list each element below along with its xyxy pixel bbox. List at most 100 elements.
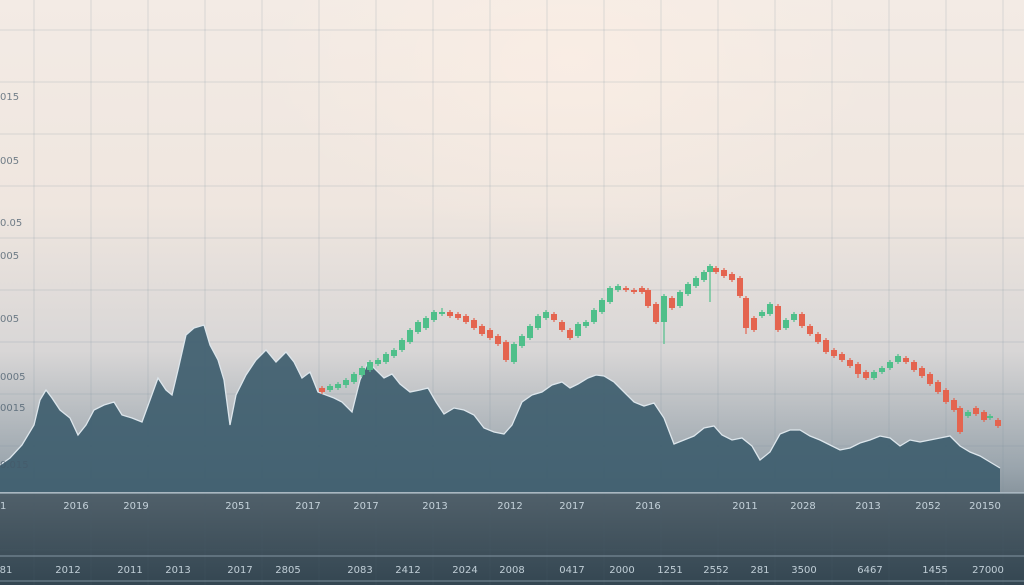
x-tick-label: 2013: [855, 501, 880, 512]
candle-up: [607, 286, 613, 304]
candle-body: [995, 420, 1001, 426]
candle-up: [375, 358, 381, 366]
candle-up: [701, 270, 707, 282]
candle-body: [685, 284, 691, 294]
candle-body: [751, 318, 757, 330]
x-tick-label: 2017: [353, 501, 378, 512]
candle-body: [799, 314, 805, 326]
candlestick-series: [319, 264, 1001, 434]
candle-down: [471, 318, 477, 330]
candle-body: [927, 374, 933, 384]
candle-down: [847, 358, 853, 368]
candle-body: [847, 360, 853, 366]
candle-down: [927, 372, 933, 386]
candle-body: [973, 408, 979, 414]
x-tick-label-edge: 1: [0, 501, 6, 512]
candle-down: [855, 362, 861, 378]
candle-body: [399, 340, 405, 350]
x-tick-label: 2051: [225, 501, 250, 512]
area-series-outline: [0, 324, 1001, 469]
candle-up: [591, 308, 597, 324]
candle-down: [645, 288, 651, 308]
candle-down: [669, 296, 675, 310]
candle-down: [631, 288, 637, 294]
candle-down: [737, 276, 743, 298]
candle-body: [669, 298, 675, 308]
candle-up: [431, 310, 437, 322]
candle-down: [815, 332, 821, 344]
candle-body: [343, 380, 349, 385]
candle-down: [487, 328, 493, 340]
candle-down: [455, 312, 461, 320]
x-tick-label: 2805: [275, 565, 300, 576]
candle-up: [879, 366, 885, 374]
x-tick-label: 2052: [915, 501, 940, 512]
candle-body: [645, 290, 651, 306]
x-tick-label: 2017: [227, 565, 252, 576]
y-tick-label: 0015: [0, 403, 25, 414]
candle-up: [415, 320, 421, 334]
candle-body: [583, 322, 589, 326]
candle-down: [653, 302, 659, 324]
x-tick-label: 2017: [295, 501, 320, 512]
y-tick-label: 005: [0, 314, 19, 325]
y-tick-label: 0005: [0, 372, 25, 383]
candle-down: [743, 296, 749, 334]
candle-down: [799, 312, 805, 328]
x-tick-label: 2552: [703, 565, 728, 576]
candle-down: [995, 418, 1001, 428]
x-tick-label: 1455: [922, 565, 947, 576]
x-tick-label: 27000: [972, 565, 1004, 576]
candle-up: [583, 320, 589, 328]
candle-up: [783, 318, 789, 330]
candle-body: [591, 310, 597, 322]
candle-body: [895, 356, 901, 362]
candle-up: [965, 410, 971, 418]
candle-down: [839, 352, 845, 362]
y-tick-label: 0.015: [0, 460, 29, 471]
x-tick-label: 2024: [452, 565, 477, 576]
candle-down: [807, 324, 813, 336]
candle-body: [559, 322, 565, 330]
candle-up: [987, 414, 993, 420]
candle-body: [935, 382, 941, 392]
candle-body: [375, 360, 381, 364]
x-tick-label: 81: [0, 565, 12, 576]
candle-body: [575, 324, 581, 336]
candle-body: [495, 336, 501, 344]
y-tick-label: 005: [0, 251, 19, 262]
candle-down: [503, 340, 509, 362]
candle-down: [981, 410, 987, 422]
candle-body: [987, 416, 993, 418]
x-tick-label: 2412: [395, 565, 420, 576]
candle-up: [383, 352, 389, 364]
y-tick-label: 005: [0, 156, 19, 167]
candle-body: [713, 268, 719, 272]
x-tick-label: 2028: [790, 501, 815, 512]
axis-band: [0, 493, 1024, 585]
x-tick-label: 2012: [55, 565, 80, 576]
candle-down: [935, 380, 941, 394]
candle-body: [957, 408, 963, 432]
y-tick-label: 015: [0, 92, 19, 103]
candle-body: [415, 322, 421, 332]
candle-body: [351, 374, 357, 382]
candle-body: [743, 298, 749, 328]
candle-body: [677, 292, 683, 306]
candle-body: [965, 412, 971, 416]
candle-up: [343, 378, 349, 388]
candle-down: [479, 324, 485, 336]
candle-up: [391, 348, 397, 358]
candle-body: [551, 314, 557, 320]
candle-down: [567, 328, 573, 340]
candle-down: [775, 304, 781, 332]
candle-up: [335, 382, 341, 390]
x-tick-label: 2017: [559, 501, 584, 512]
candle-body: [607, 288, 613, 302]
candle-down: [911, 360, 917, 372]
x-tick-label: 2013: [165, 565, 190, 576]
candle-body: [503, 342, 509, 360]
x-tick-label: 2019: [123, 501, 148, 512]
candle-up: [685, 282, 691, 296]
